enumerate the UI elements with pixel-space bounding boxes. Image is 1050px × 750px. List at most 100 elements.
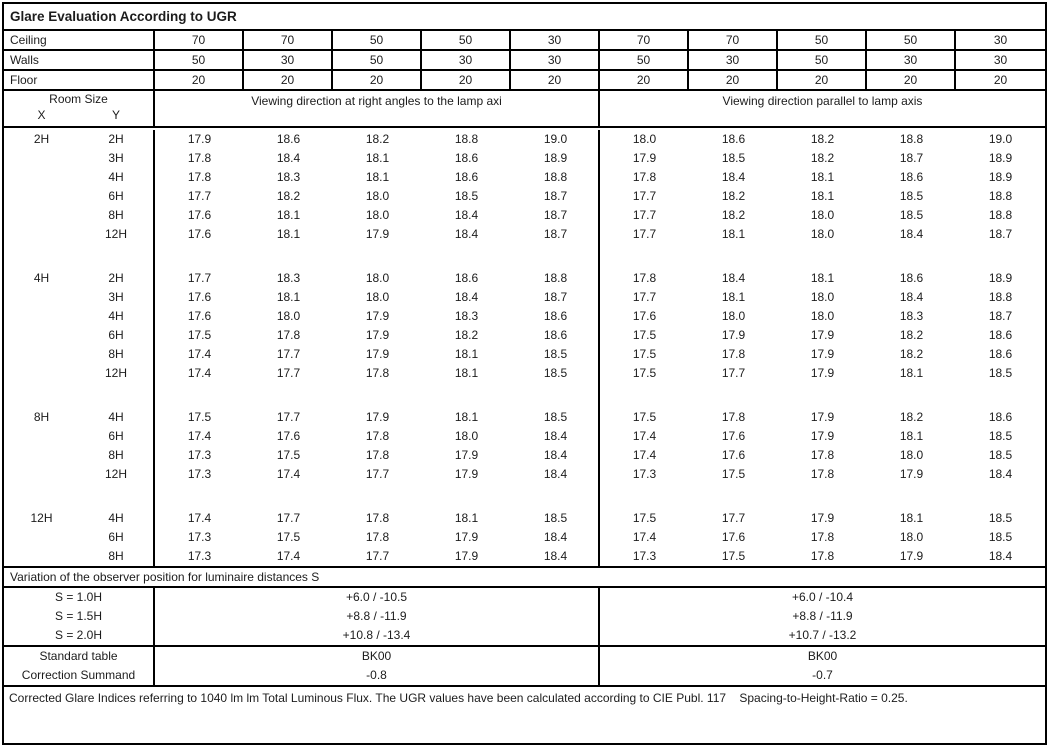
ugr-value-cell: 17.7 (276, 511, 301, 525)
ugr-value-cell: 18.3 (276, 271, 301, 285)
ugr-value-cell: 18.2 (899, 347, 924, 361)
surface-value-cell: 30 (511, 51, 600, 69)
surface-table: Ceiling 70 70 50 50 30 70 70 50 50 30 Walls 50 30 50 30… (4, 31, 1045, 91)
ugr-value-cell: 17.6 (187, 309, 212, 323)
ugr-value-cell: 18.0 (721, 309, 746, 323)
gap-cell (155, 244, 600, 269)
room-size-header-cell: Room Size X Y (4, 91, 155, 126)
surface-value-cell: 50 (778, 51, 867, 69)
gap-cell (79, 484, 155, 509)
ugr-value-cell: 17.8 (810, 530, 835, 544)
ugr-value-cell: 18.5 (899, 189, 924, 203)
ugr-value-cell: 18.4 (721, 271, 746, 285)
x-label-cell (4, 187, 79, 206)
y-label-cell: 6H (79, 187, 155, 206)
ugr-value-cell: 17.7 (632, 227, 657, 241)
x-label-cell (4, 547, 79, 566)
variation-heading: Variation of the observer position for l… (4, 568, 1045, 588)
ugr-left-half: 17.6 18.1 17.9 18.4 18.7 (155, 225, 600, 244)
ugr-value-cell: 18.9 (988, 271, 1013, 285)
ugr-row: 8H 17.4 17.7 17.9 18.1 18.5 17.5 17.8 17.9 18.2 18… (4, 345, 1045, 364)
left-direction-header: Viewing direction at right angles to the… (155, 91, 600, 126)
ugr-value-cell: 17.7 (365, 467, 390, 481)
y-label-cell: 8H (79, 446, 155, 465)
ugr-value-cell: 17.3 (187, 530, 212, 544)
ugr-right-half: 17.9 18.5 18.2 18.7 18.9 (600, 149, 1045, 168)
ugr-value-cell: 17.5 (632, 347, 657, 361)
ugr-value-cell: 17.9 (365, 410, 390, 424)
ugr-row: 12H 17.3 17.4 17.7 17.9 18.4 17.3 17.5 17.8 17.9 1… (4, 465, 1045, 484)
ugr-block-gap (4, 244, 1045, 269)
ugr-value-cell: 18.1 (276, 227, 301, 241)
surface-value-cell: 30 (511, 31, 600, 49)
ugr-value-cell: 18.9 (543, 151, 568, 165)
ugr-value-cell: 17.4 (187, 366, 212, 380)
ugr-value-cell: 18.5 (543, 366, 568, 380)
ugr-row: 8H 4H 17.5 17.7 17.9 18.1 18.5 17.5 17.8 17.9 18.2… (4, 408, 1045, 427)
ugr-value-cell: 17.3 (187, 549, 212, 563)
surface-row: Walls 50 30 50 30 30 50 30 50 30 30 (4, 51, 1045, 71)
ugr-value-cell: 17.8 (365, 530, 390, 544)
ugr-value-cell: 18.2 (899, 328, 924, 342)
surface-row: Ceiling 70 70 50 50 30 70 70 50 50 30 (4, 31, 1045, 51)
surface-value-cell: 20 (244, 71, 333, 89)
ugr-value-cell: 17.8 (810, 467, 835, 481)
x-label-cell (4, 168, 79, 187)
y-label-cell: 6H (79, 427, 155, 446)
ugr-value-cell: 17.8 (365, 366, 390, 380)
y-label-cell: 3H (79, 149, 155, 168)
ugr-right-half: 17.3 17.5 17.8 17.9 18.4 (600, 465, 1045, 484)
summary-row: Correction Summand -0.8 -0.7 (4, 666, 1045, 685)
ugr-row: 12H 17.4 17.7 17.8 18.1 18.5 17.5 17.7 17.9 18.1 1… (4, 364, 1045, 383)
x-label-cell: 2H (33, 132, 50, 146)
ugr-value-cell: 18.9 (988, 170, 1013, 184)
surface-value-cell: 30 (867, 51, 956, 69)
summary-row: Standard table BK00 BK00 (4, 647, 1045, 666)
ugr-left-half: 17.8 18.3 18.1 18.6 18.8 (155, 168, 600, 187)
ugr-row: 6H 17.7 18.2 18.0 18.5 18.7 17.7 18.2 18.1 18.5 18… (4, 187, 1045, 206)
surface-value-cell: 30 (993, 33, 1008, 47)
x-label-cell: 4H (33, 271, 50, 285)
x-label-cell (4, 307, 79, 326)
surface-value-cell: 50 (155, 51, 244, 69)
ugr-value-cell: 18.6 (543, 309, 568, 323)
ugr-value-cell: 19.0 (988, 132, 1013, 146)
x-label-cell (4, 149, 79, 168)
surface-value-cell: 20 (689, 71, 778, 89)
ugr-value-cell: 17.4 (187, 429, 212, 443)
y-label-cell: 6H (79, 528, 155, 547)
y-label-cell: 12H (79, 364, 155, 383)
gap-cell (600, 383, 1045, 408)
ugr-right-half: 17.5 17.8 17.9 18.2 18.6 (600, 345, 1045, 364)
y-label-cell: 4H (79, 307, 155, 326)
ugr-value-cell: 18.6 (721, 132, 746, 146)
ugr-value-cell: 18.0 (365, 290, 390, 304)
ugr-value-cell: 18.0 (365, 189, 390, 203)
y-label-cell: 3H (79, 288, 155, 307)
ugr-value-cell: 17.8 (365, 429, 390, 443)
ugr-value-cell: 17.5 (632, 410, 657, 424)
gap-cell (79, 244, 155, 269)
ugr-value-cell: 18.4 (899, 227, 924, 241)
ugr-left-half: 17.5 17.7 17.9 18.1 18.5 (155, 408, 600, 427)
ugr-value-cell: 17.8 (632, 170, 657, 184)
ugr-value-cell: 18.9 (988, 151, 1013, 165)
variation-left-value: +6.0 / -10.5 (155, 588, 600, 607)
ugr-right-half: 17.5 17.7 17.9 18.1 18.5 (600, 509, 1045, 528)
surface-row-label: Floor (4, 71, 155, 89)
ugr-value-cell: 18.1 (899, 366, 924, 380)
ugr-value-cell: 18.5 (988, 530, 1013, 544)
gap-cell (600, 484, 1045, 509)
ugr-value-cell: 17.6 (187, 290, 212, 304)
ugr-value-cell: 18.8 (543, 271, 568, 285)
ugr-block-gap (4, 383, 1045, 408)
surface-value-cell: 20 (867, 71, 956, 89)
ugr-value-cell: 18.0 (632, 132, 657, 146)
ugr-value-cell: 17.9 (187, 132, 212, 146)
ugr-left-half: 17.3 17.5 17.8 17.9 18.4 (155, 446, 600, 465)
ugr-value-cell: 18.1 (454, 511, 479, 525)
x-label-cell (4, 345, 79, 364)
ugr-left-half: 17.3 17.5 17.8 17.9 18.4 (155, 528, 600, 547)
ugr-row: 12H 17.6 18.1 17.9 18.4 18.7 17.7 18.1 18.0 18.4 1… (4, 225, 1045, 244)
ugr-value-cell: 18.5 (454, 189, 479, 203)
